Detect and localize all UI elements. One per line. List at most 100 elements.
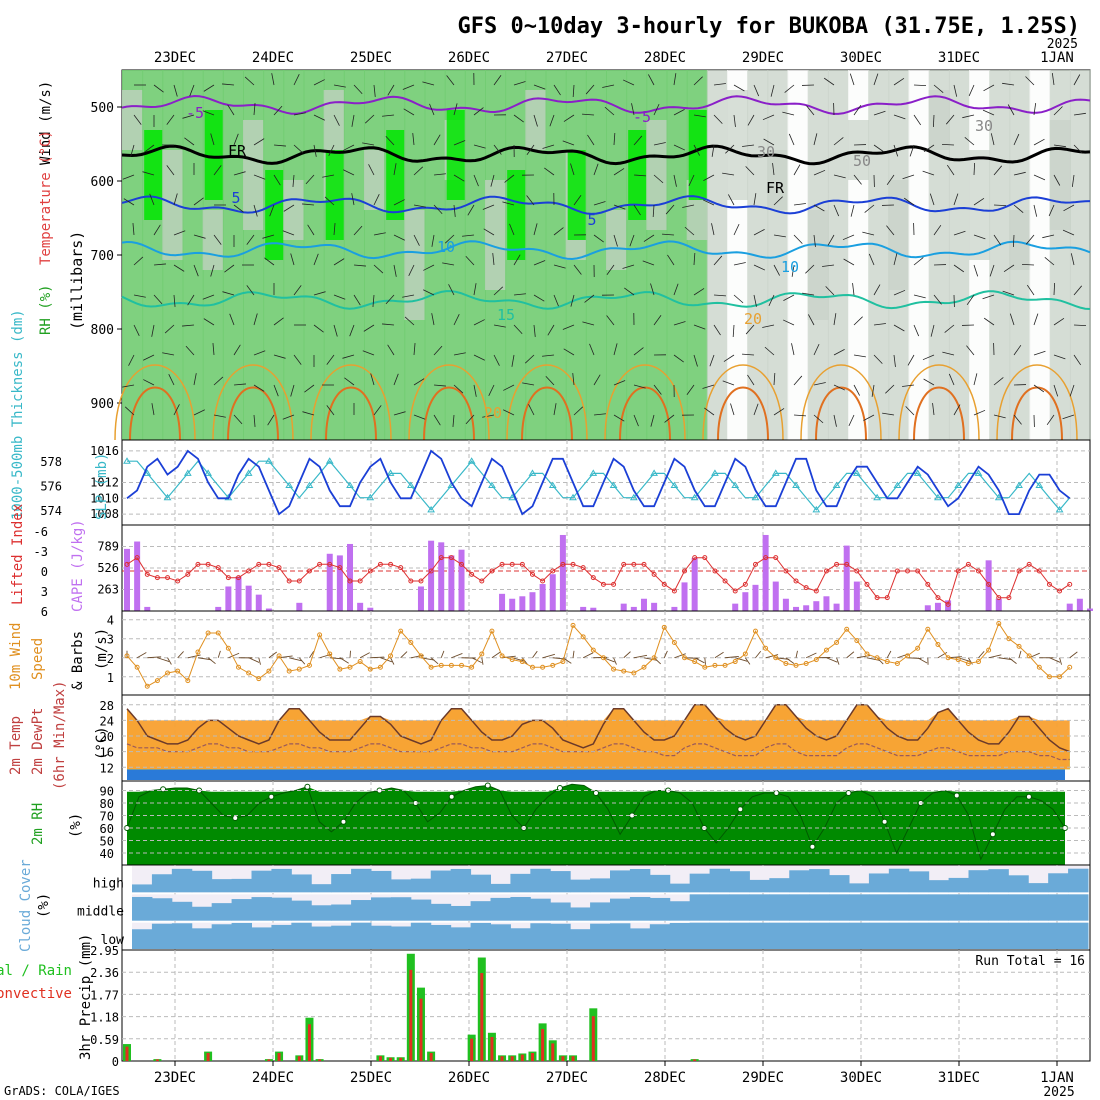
slp-tick-label: 1012 [90,476,119,490]
temp2m-tick-label: 12 [100,761,114,775]
wind-barb [693,354,698,367]
precip-convective-bar [206,1053,210,1061]
contour-label: -5 [186,104,204,122]
wind-barb [902,384,915,387]
wind-barb [322,174,335,178]
wind-barb [966,294,975,306]
wind-barb [193,234,206,239]
wind-barb [153,263,166,266]
cloud-cover-bar [829,875,850,893]
wind-barb [643,234,655,242]
wind-barb [509,223,515,236]
wind-barb [453,384,464,394]
wind-barb [913,84,927,87]
wind-barb [324,196,335,206]
lifted-index-marker [884,595,890,601]
wind-barb [873,284,881,296]
wind-barb [713,324,721,336]
lifted-index-marker [560,561,566,567]
cloud-cover-bar [410,878,432,893]
wind10-tick-label: 3 [107,633,114,647]
wind-barb [633,347,644,356]
cloud-cover-bar [649,897,671,921]
wind10-barb [1018,650,1022,658]
cloud-cover-bar [610,923,631,949]
rh2m-marker [737,806,744,813]
wind-barb [1053,317,1065,326]
precip-convective-bar [510,1056,514,1061]
wind-barb [613,380,626,386]
lifted-index-marker [1006,595,1012,601]
contour-label: 30 [757,143,775,161]
wind10-marker [357,659,363,665]
wind10-barb [1059,657,1062,665]
wind-barb [333,114,340,126]
precip-convective-bar [378,1056,382,1061]
thickness-marker [1055,505,1064,513]
wind10-marker [783,660,789,666]
wind-barb [253,103,256,116]
wind-barb [513,254,521,266]
lifted-index-marker [519,561,525,567]
cape-bar [762,534,769,611]
wind10-barb [755,650,762,659]
t18-loop [310,364,392,441]
wind-barb [351,193,355,206]
wind10-marker [894,660,900,666]
wind-barb [333,84,346,88]
cape-bar [529,592,536,611]
cloud-row-label: middle [77,905,124,920]
top-date-label: 25DEC [350,50,392,66]
wind-barb [133,114,142,125]
wind-barb [362,142,375,146]
cloud-cover-bar [868,922,890,949]
wind-barb [733,114,736,127]
wind-barb [653,142,666,146]
wind-barb [833,414,837,427]
lifted-index-marker [763,555,769,561]
cloud-cover-bar [291,922,312,949]
cloud-cover-bar [430,903,452,921]
wind-barb [189,84,195,97]
top-date-label: 30DEC [840,50,882,66]
wind10-marker [773,655,779,661]
wind10-barb [410,654,424,659]
wind-barb [283,204,295,212]
wind-barb [353,264,366,267]
thickness-marker [285,481,294,489]
cloud-cover-bar [132,929,153,949]
wind-barb [762,324,775,328]
wind-barb [990,133,995,146]
lifted-index-marker [459,561,465,567]
contour-label: 10 [781,258,799,276]
wind10-panel [121,610,1091,696]
lifted-index-marker [377,561,383,567]
wind-barb [905,406,915,416]
rh2m-tick-label: 60 [100,822,114,836]
thickness-marker [163,493,172,501]
cloud-cover-bar [490,897,511,921]
wind10-barb [430,657,439,665]
wind10-marker [540,664,546,670]
wind-barb [606,264,615,275]
cloud-cover-bar [1008,894,1029,921]
lifted-index-marker [844,561,850,567]
cloud-cover-bar [132,896,153,921]
cloud-cover-bar [570,879,591,893]
wind-barb [1033,204,1038,217]
wind10-marker [327,651,333,657]
rh2m-marker [484,782,491,789]
cape-tick-label: 263 [97,583,119,597]
cloud-cover-bar [1028,883,1049,893]
wind-barb [953,193,959,206]
wind-barb [805,264,815,274]
wind-barb [673,109,685,116]
thickness-marker [366,493,375,501]
wind-barb [613,204,626,210]
lifted-index-marker [631,561,637,567]
cloud-cover-bar [948,922,969,949]
wind10-marker [580,634,586,640]
precip-panel [121,949,1091,1062]
wind10-barb [998,657,1013,661]
lifted-index-marker [773,555,779,561]
